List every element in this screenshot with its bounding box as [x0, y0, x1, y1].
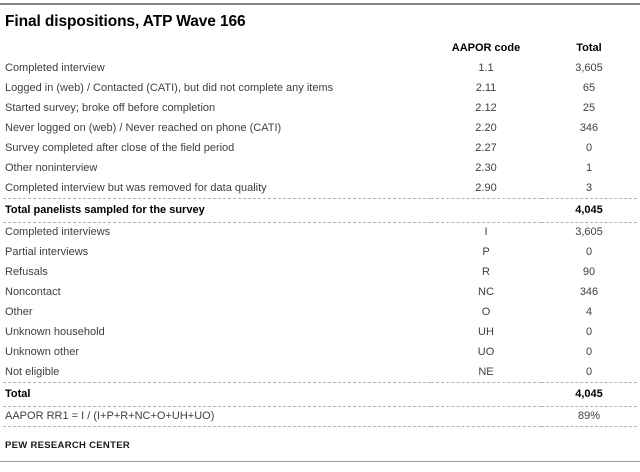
row-aapor-code: UO	[477, 346, 495, 358]
row-label: Refusals	[5, 266, 48, 278]
row-label: Other noninterview	[5, 162, 98, 174]
row-total: 4,045	[541, 197, 637, 223]
table-row: Not eligible NE 0	[3, 362, 637, 382]
row-label: Logged in (web) / Contacted (CATI), but …	[5, 82, 334, 94]
row-aapor-code: 2.30	[475, 162, 497, 174]
row-total: 3,605	[575, 226, 603, 239]
row-aapor-code: P	[482, 246, 490, 258]
row-aapor-code: 2.90	[475, 181, 497, 194]
row-aapor-code: I	[484, 226, 488, 239]
row-label: Total panelists sampled for the survey	[3, 197, 431, 223]
table-header-row: AAPOR code Total	[3, 38, 637, 58]
table-body: Completed interview 1.1 3,605 Logged in …	[3, 58, 637, 427]
table-row: Total panelists sampled for the survey 4…	[3, 197, 637, 223]
row-label: Other	[5, 306, 33, 318]
table-row: Logged in (web) / Contacted (CATI), but …	[3, 78, 637, 98]
row-aapor-code: 2.12	[475, 102, 497, 114]
row-label: Never logged on (web) / Never reached on…	[5, 122, 282, 134]
row-total: 89%	[541, 406, 637, 427]
row-total: 0	[585, 365, 593, 378]
table-row: Completed interview 1.1 3,605	[3, 58, 637, 78]
page-title: Final dispositions, ATP Wave 166	[5, 13, 246, 30]
header-aapor-code: AAPOR code	[451, 42, 521, 54]
top-rule	[0, 3, 640, 5]
row-label: Noncontact	[5, 286, 61, 298]
row-aapor-code: UH	[478, 326, 494, 338]
table-row: AAPOR RR1 = I / (I+P+R+NC+O+UH+UO) 89%	[3, 406, 637, 427]
header-blank	[3, 38, 431, 58]
row-aapor-code	[431, 381, 541, 407]
row-aapor-code: 2.27	[475, 142, 497, 154]
row-total: 0	[585, 346, 593, 358]
row-total: 25	[582, 102, 596, 114]
table-row: Refusals R 90	[3, 262, 637, 282]
row-label: AAPOR RR1 = I / (I+P+R+NC+O+UH+UO)	[3, 406, 431, 427]
row-total: 4,045	[541, 381, 637, 407]
row-label: Partial interviews	[5, 246, 89, 258]
table-row: Started survey; broke off before complet…	[3, 98, 637, 118]
row-aapor-code: 2.11	[475, 82, 497, 94]
table-row: Partial interviews P 0	[3, 242, 637, 262]
row-aapor-code: 1.1	[478, 62, 494, 74]
row-label: Survey completed after close of the fiel…	[5, 142, 235, 154]
row-total: 0	[585, 142, 593, 154]
row-aapor-code: 2.20	[475, 122, 497, 134]
row-total: 3	[585, 181, 593, 194]
row-label: Unknown other	[5, 346, 79, 358]
table-row: Completed interviews I 3,605	[3, 222, 637, 242]
table-row: Other noninterview 2.30 1	[3, 158, 637, 178]
table-row: Noncontact NC 346	[3, 282, 637, 302]
row-total: 346	[579, 122, 599, 134]
row-aapor-code: R	[482, 266, 490, 278]
row-total: 90	[582, 266, 596, 278]
table-row: Total 4,045	[3, 381, 637, 407]
row-label: Unknown household	[5, 326, 105, 338]
row-total: 0	[585, 246, 593, 258]
dispositions-table: AAPOR code Total Completed interview 1.1…	[3, 38, 637, 427]
table-row: Completed interview but was removed for …	[3, 178, 637, 198]
row-label: Completed interview but was removed for …	[5, 181, 267, 194]
table-row: Unknown household UH 0	[3, 322, 637, 342]
row-aapor-code: NE	[478, 365, 494, 378]
row-label: Total	[3, 381, 431, 407]
row-label: Not eligible	[5, 365, 60, 378]
row-aapor-code	[431, 197, 541, 223]
row-total: 3,605	[575, 62, 603, 74]
source-attribution: PEW RESEARCH CENTER	[5, 440, 130, 451]
table-row: Survey completed after close of the fiel…	[3, 138, 637, 158]
table-row: Other O 4	[3, 302, 637, 322]
row-aapor-code: NC	[478, 286, 494, 298]
bottom-rule	[0, 461, 640, 462]
row-total: 0	[585, 326, 593, 338]
row-total: 346	[579, 286, 599, 298]
row-total: 65	[582, 82, 596, 94]
row-label: Completed interviews	[5, 226, 111, 239]
table-row: Never logged on (web) / Never reached on…	[3, 118, 637, 138]
row-label: Started survey; broke off before complet…	[5, 102, 216, 114]
table-row: Unknown other UO 0	[3, 342, 637, 362]
row-total: 4	[585, 306, 593, 318]
row-total: 1	[585, 162, 593, 174]
row-label: Completed interview	[5, 62, 105, 74]
row-aapor-code: O	[481, 306, 491, 318]
header-total: Total	[576, 42, 602, 54]
row-aapor-code	[431, 406, 541, 427]
